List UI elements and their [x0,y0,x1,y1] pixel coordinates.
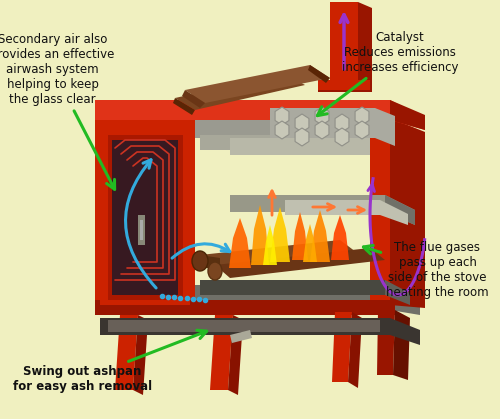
Polygon shape [270,207,290,262]
Text: Swing out ashpan
for easy ash removal: Swing out ashpan for easy ash removal [13,330,206,393]
Polygon shape [228,315,243,395]
Polygon shape [335,114,349,132]
Ellipse shape [208,262,222,280]
Polygon shape [185,285,420,315]
Polygon shape [200,240,360,270]
Polygon shape [200,280,410,305]
Polygon shape [355,107,369,125]
Polygon shape [385,195,415,225]
Polygon shape [108,320,380,332]
Polygon shape [95,120,195,315]
Polygon shape [230,138,370,155]
Polygon shape [335,128,349,146]
Polygon shape [377,310,395,375]
Polygon shape [318,80,372,92]
Polygon shape [370,120,395,315]
Polygon shape [185,120,420,305]
Polygon shape [175,74,305,110]
Text: Catalyst
Reduces emissions
increases efficiency: Catalyst Reduces emissions increases eff… [318,31,458,116]
Polygon shape [140,220,143,240]
Polygon shape [358,2,372,88]
Polygon shape [355,121,369,139]
Polygon shape [230,330,252,343]
Text: The flue gases
pass up each
side of the stove
heating the room: The flue gases pass up each side of the … [364,241,489,299]
Polygon shape [185,65,330,103]
Polygon shape [95,300,395,315]
Polygon shape [303,224,317,262]
Polygon shape [390,100,425,130]
Polygon shape [115,315,138,390]
Polygon shape [330,2,358,82]
Polygon shape [100,128,190,305]
Polygon shape [229,218,251,268]
Polygon shape [331,215,349,260]
Polygon shape [295,114,309,132]
Polygon shape [100,318,420,345]
Ellipse shape [192,251,208,271]
Polygon shape [173,98,195,115]
Polygon shape [275,121,289,139]
Polygon shape [295,128,309,146]
Polygon shape [215,248,385,278]
Polygon shape [138,215,145,245]
Polygon shape [348,312,362,388]
Polygon shape [315,107,329,125]
Polygon shape [200,255,220,270]
Polygon shape [112,140,178,295]
Polygon shape [275,107,289,125]
Polygon shape [251,205,269,265]
Polygon shape [285,200,408,225]
Polygon shape [210,315,233,390]
Polygon shape [292,212,308,260]
Polygon shape [95,100,425,130]
Polygon shape [182,90,205,108]
Polygon shape [308,65,330,83]
Polygon shape [270,108,395,146]
Polygon shape [100,318,390,335]
Polygon shape [108,135,183,300]
Polygon shape [263,225,277,265]
Polygon shape [393,310,410,380]
Polygon shape [230,195,415,225]
Polygon shape [318,80,370,90]
Polygon shape [133,315,148,395]
Polygon shape [332,312,352,382]
Polygon shape [315,121,329,139]
Text: Secondary air also
provides an effective
airwash system
helping to keep
the glas: Secondary air also provides an effective… [0,33,114,189]
Polygon shape [200,135,410,290]
Polygon shape [310,210,330,262]
Polygon shape [390,118,425,308]
Polygon shape [200,280,385,295]
